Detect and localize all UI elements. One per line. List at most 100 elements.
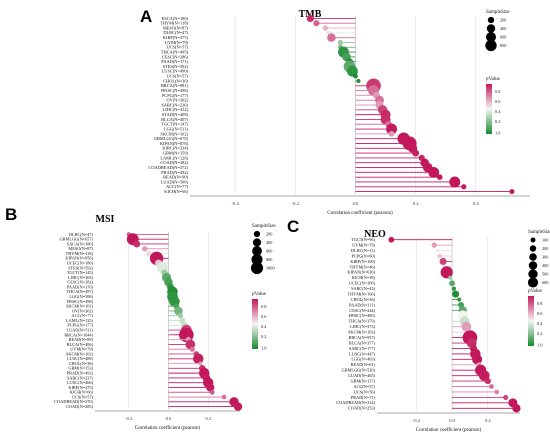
size-legend-title: SampleSize (252, 224, 276, 229)
category-label: THCA(N=495) (161, 49, 189, 54)
category-label: OV(N=302) (167, 98, 189, 103)
category-label: KICH(N=66) (164, 189, 188, 194)
category-label: DLBC(N=11) (351, 248, 376, 253)
lollipop-point (472, 354, 483, 365)
size-legend-label: 600 (266, 249, 272, 254)
category-label: BRCA(N=981) (161, 83, 189, 88)
lollipop-point (494, 389, 500, 395)
lollipop-point (461, 321, 472, 332)
category-label: PRAD(N=71) (351, 395, 376, 400)
size-legend-dot (485, 39, 497, 52)
category-label: KIPAN(N=878) (160, 141, 189, 146)
category-label: SKCM(N=101) (66, 304, 94, 309)
pvalue-colorbar (252, 299, 258, 349)
pvalue-legend-tick: 0.4 (537, 321, 543, 326)
x-tick-label: -0.2 (413, 418, 421, 423)
lollipop-point (141, 246, 148, 252)
lollipop-point (428, 166, 440, 178)
lollipop-point (145, 250, 152, 257)
x-tick-label: 0.4 (473, 201, 479, 206)
lollipop-point (509, 189, 515, 195)
category-label: BLCA(N=377) (349, 340, 376, 345)
lollipop-point (306, 14, 314, 22)
category-label: THYM(N=46) (350, 264, 376, 269)
category-label: COAD(N=282) (160, 160, 188, 165)
category-label: OV(N=302) (72, 308, 94, 313)
category-label: LUAD(N=511) (66, 327, 93, 332)
category-label: ESCA(N=180) (67, 241, 93, 246)
category-label: KIRP(N=169) (350, 259, 375, 264)
size-legend-dot (252, 238, 262, 247)
pvalue-legend-tick: 0.8 (261, 304, 266, 309)
panel-title: MSI (96, 214, 115, 225)
x-tick-label: 0.2 (485, 418, 491, 423)
category-label: UCS(N=57) (166, 74, 188, 79)
category-label: THCA(N=497) (66, 289, 93, 294)
category-label: SKCM(N=102) (66, 351, 94, 356)
category-label: THYM(N=166) (348, 291, 376, 296)
pvalue-legend-tick: 0.8 (537, 301, 542, 306)
pvalue-legend-tick: 0.4 (261, 324, 267, 329)
lollipop-point (484, 378, 491, 385)
category-label: READ(N=90) (163, 175, 188, 180)
lollipop-point (193, 353, 204, 365)
category-label: READ(N=89) (69, 337, 94, 342)
category-label: PAAD(N=171) (161, 59, 188, 64)
lollipop-point (431, 242, 437, 248)
category-label: BRCA(N=957) (348, 335, 375, 340)
category-label: LGG(N=506) (69, 294, 93, 299)
lollipop-point (440, 266, 453, 279)
size-legend-dot (250, 261, 264, 275)
lollipop-point (503, 394, 509, 400)
lollipop-point (233, 402, 243, 411)
category-label: LUSC(N=490) (162, 69, 189, 74)
category-label: ESCA(N=180) (162, 16, 189, 21)
size-legend-label: 500 (542, 272, 548, 277)
lollipop-point (388, 130, 395, 137)
lollipop-point (412, 149, 420, 157)
category-label: LUAD(N=509) (161, 179, 189, 184)
category-label: TGCT(N=147) (161, 122, 188, 127)
x-axis-title: Correlation coefficient (pearson) (416, 428, 482, 433)
x-tick-label: -0.4 (231, 201, 239, 206)
category-label: STAD(N=409) (162, 112, 189, 117)
lollipop-point (221, 394, 227, 400)
pvalue-legend-tick: 0.2 (261, 334, 266, 339)
category-label: KIRP(N=275) (163, 35, 189, 40)
category-label: LIHC(N=363) (68, 275, 93, 280)
lollipop-point (177, 313, 183, 319)
category-label: THCA(N=379) (348, 319, 375, 324)
category-label: KICH(N=38) (352, 275, 376, 280)
lollipop-point (189, 346, 195, 352)
category-label: DLBC(N=47) (69, 232, 94, 237)
size-legend-label: 200 (266, 232, 272, 237)
size-legend-label: 400 (542, 263, 548, 268)
lollipop-point (337, 39, 344, 46)
pvalue-legend-tick: 0.8 (495, 89, 500, 94)
category-label: KICH(N=66) (70, 390, 94, 395)
size-legend-label: 200 (500, 18, 506, 23)
category-label: PAAD(N=176) (67, 284, 94, 289)
pvalue-legend-title: pValue (528, 289, 543, 294)
lollipop-point (489, 384, 494, 389)
category-label: CHOL(N=36) (351, 297, 376, 302)
panel-title: TMB (299, 9, 322, 20)
x-tick-label: 0.0 (449, 418, 455, 423)
category-label: UCS(N=57) (166, 45, 188, 50)
x-tick-label: 0.2 (205, 416, 211, 421)
category-label: SARC(N=177) (349, 346, 376, 351)
size-legend-dot (529, 245, 537, 252)
lollipop-point (198, 361, 203, 366)
category-label: HNSC(N=480) (349, 313, 376, 318)
category-label: ACC(N=77) (71, 313, 93, 318)
category-label: GBMLGG(N=670) (154, 136, 189, 141)
category-label: ACC(N=77) (166, 184, 189, 189)
lollipop-point (461, 184, 467, 190)
pvalue-legend-tick: 0.4 (495, 109, 501, 114)
pvalue-legend-tick: 1.0 (537, 343, 542, 348)
lollipop-point (437, 253, 442, 259)
category-label: HNSC(N=498) (67, 299, 94, 304)
category-label: HNSC(N=496) (161, 88, 188, 93)
size-legend-label: 600 (542, 280, 548, 285)
category-label: SKCM(N=102) (160, 131, 188, 136)
